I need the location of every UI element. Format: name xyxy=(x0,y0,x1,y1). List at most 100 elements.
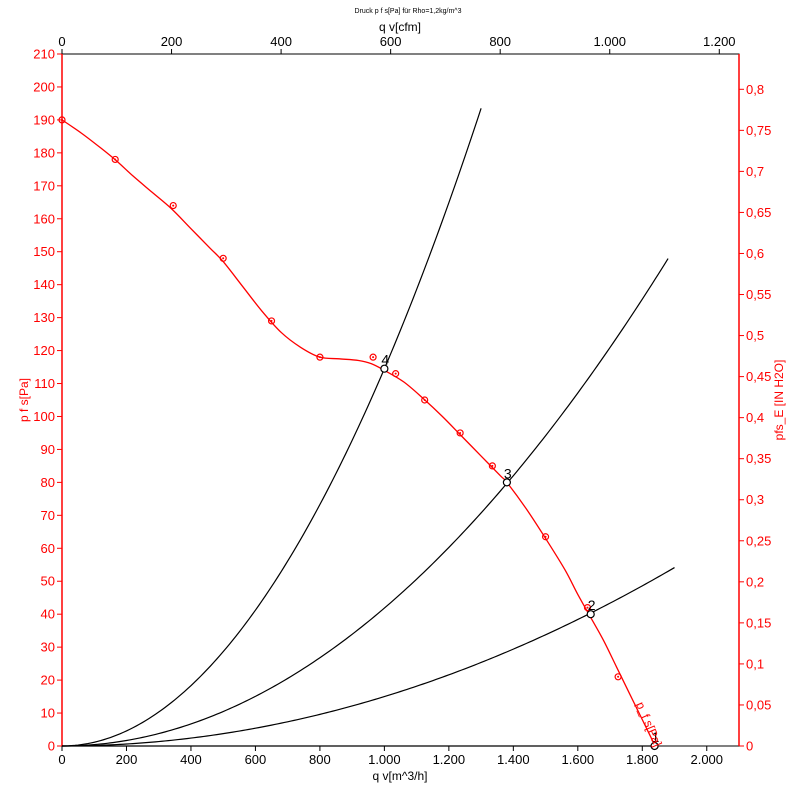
y-tick-label: 70 xyxy=(41,508,55,523)
y-tick-label: 170 xyxy=(33,178,55,193)
y-tick-label: 190 xyxy=(33,112,55,127)
fan-curve-marker-dot xyxy=(544,535,547,538)
fan-curve-marker-dot xyxy=(617,675,620,678)
x2-tick-label: 800 xyxy=(489,34,511,49)
y-tick-label: 110 xyxy=(34,376,55,391)
operating-point-label: 4 xyxy=(381,352,389,368)
y-tick-label: 20 xyxy=(41,673,55,688)
fan-curve-marker xyxy=(219,254,227,262)
y-tick-label: 80 xyxy=(41,475,55,490)
y-tick-label: 60 xyxy=(41,541,55,556)
y-tick-label: 160 xyxy=(33,211,55,226)
x-tick-label: 800 xyxy=(309,752,331,767)
fan-curve-marker-dot xyxy=(372,356,375,359)
y2-tick-label: 0,5 xyxy=(746,328,764,343)
x2-axis-label: q v[cfm] xyxy=(379,20,421,34)
x-ticks: 0 200 400 600 800 1.000 1.200 1.400 1.600 1.800 2.… xyxy=(58,746,723,767)
y2-tick-label: 0,25 xyxy=(746,533,771,548)
y2-tick-label: 0,4 xyxy=(746,410,764,425)
operating-point-label: 3 xyxy=(504,465,512,481)
y2-tick-label: 0,2 xyxy=(746,574,764,589)
operating-point-1 xyxy=(650,741,659,751)
y2-tick-label: 0,65 xyxy=(746,205,771,220)
y-tick-label: 10 xyxy=(41,706,55,721)
x2-tick-label: 200 xyxy=(161,34,183,49)
fan-curve-marker-dot xyxy=(222,257,225,260)
operating-points: 1 2 3 4 xyxy=(380,352,660,751)
operating-point-label: 1 xyxy=(652,729,660,745)
y-tick-label: 200 xyxy=(33,79,55,94)
fan-curve-marker xyxy=(456,429,464,437)
fan-curve-marker xyxy=(267,317,276,325)
x2-tick-label: 400 xyxy=(270,34,292,49)
fan-curve-marker xyxy=(488,462,496,470)
y2-ticks: 0 0,05 0,1 0,15 0,2 0,25 0,3 0,35 0,4 0,45 0,5 0,55… xyxy=(739,82,771,754)
y2-tick-label: 0,15 xyxy=(746,615,771,630)
operating-point-4 xyxy=(380,364,389,373)
y-tick-label: 120 xyxy=(33,343,55,358)
x-tick-label: 400 xyxy=(180,752,202,767)
y-axis-label: p f s[Pa] xyxy=(17,378,31,422)
chart-title: Druck p f s[Pa] für Rho=1,2kg/m^3 xyxy=(355,8,462,15)
plot-frame xyxy=(61,53,740,747)
y2-tick-label: 0,35 xyxy=(746,451,771,466)
fan-curve-marker-dot xyxy=(61,118,63,121)
x-axis-label: q v[m^3/h] xyxy=(373,769,428,783)
y-tick-label: 50 xyxy=(41,574,55,589)
y2-tick-label: 0,1 xyxy=(746,656,764,671)
system-curve-3 xyxy=(62,567,675,747)
x-tick-label: 200 xyxy=(116,752,138,767)
x-tick-label: 1.600 xyxy=(562,752,595,767)
fan-curve-marker-dot xyxy=(270,319,273,322)
fan-curve-label: p_f s[Pa] xyxy=(633,700,664,749)
y-tick-label: 40 xyxy=(41,607,55,622)
system-curve-1 xyxy=(61,108,482,747)
y-tick-label: 30 xyxy=(41,640,55,655)
x-tick-label: 1.000 xyxy=(368,752,401,767)
y2-tick-label: 0,3 xyxy=(746,492,764,507)
x-tick-label: 600 xyxy=(245,752,267,767)
x-tick-label: 1.400 xyxy=(497,752,530,767)
fan-curve-marker-dot xyxy=(172,204,175,207)
y-tick-label: 150 xyxy=(33,244,55,259)
fan-curve-marker xyxy=(169,201,177,210)
operating-point-2 xyxy=(586,610,595,619)
y2-tick-label: 0,45 xyxy=(746,369,771,384)
system-curves xyxy=(61,108,675,747)
fan-curve-marker xyxy=(614,673,622,681)
y2-tick-label: 0,8 xyxy=(746,82,764,97)
fan-curve-marker xyxy=(369,353,377,361)
y2-tick-label: 0,7 xyxy=(746,164,764,179)
fan-curve-marker xyxy=(111,155,119,164)
y2-tick-label: 0,75 xyxy=(746,123,771,138)
y-tick-label: 180 xyxy=(33,145,55,160)
fan-curve-marker-dot xyxy=(491,464,494,467)
fan-curve-marker xyxy=(316,353,324,361)
y2-tick-label: 0 xyxy=(746,739,753,754)
fan-curve-marker-dot xyxy=(394,372,397,375)
x2-tick-label: 1.000 xyxy=(593,34,626,49)
fan-curve-marker-dot xyxy=(586,606,589,609)
operating-point-label: 2 xyxy=(588,597,596,613)
y2-tick-label: 0,6 xyxy=(746,246,764,261)
y2-tick-label: 0,55 xyxy=(746,287,771,302)
x-tick-label: 2.000 xyxy=(690,752,723,767)
y-tick-label: 100 xyxy=(33,409,55,424)
fan-curve-marker xyxy=(421,396,429,404)
x2-tick-label: 0 xyxy=(58,34,65,49)
operating-point-3 xyxy=(502,478,511,487)
y-tick-label: 0 xyxy=(48,739,55,754)
y-tick-label: 210 xyxy=(33,47,55,62)
x2-tick-label: 1.200 xyxy=(703,34,736,49)
y-tick-label: 130 xyxy=(33,310,55,325)
x-tick-label: 0 xyxy=(58,752,65,767)
y-tick-label: 90 xyxy=(41,442,55,457)
fan-curve-marker-dot xyxy=(423,399,426,401)
y-tick-label: 140 xyxy=(33,277,55,292)
x2-ticks: 0 200 400 600 800 1.000 1.200 xyxy=(58,34,736,54)
x-tick-label: 1.200 xyxy=(433,752,466,767)
fan-curve-marker xyxy=(58,116,66,124)
fan-curve-marker xyxy=(583,603,592,612)
system-curve-2 xyxy=(61,258,669,747)
